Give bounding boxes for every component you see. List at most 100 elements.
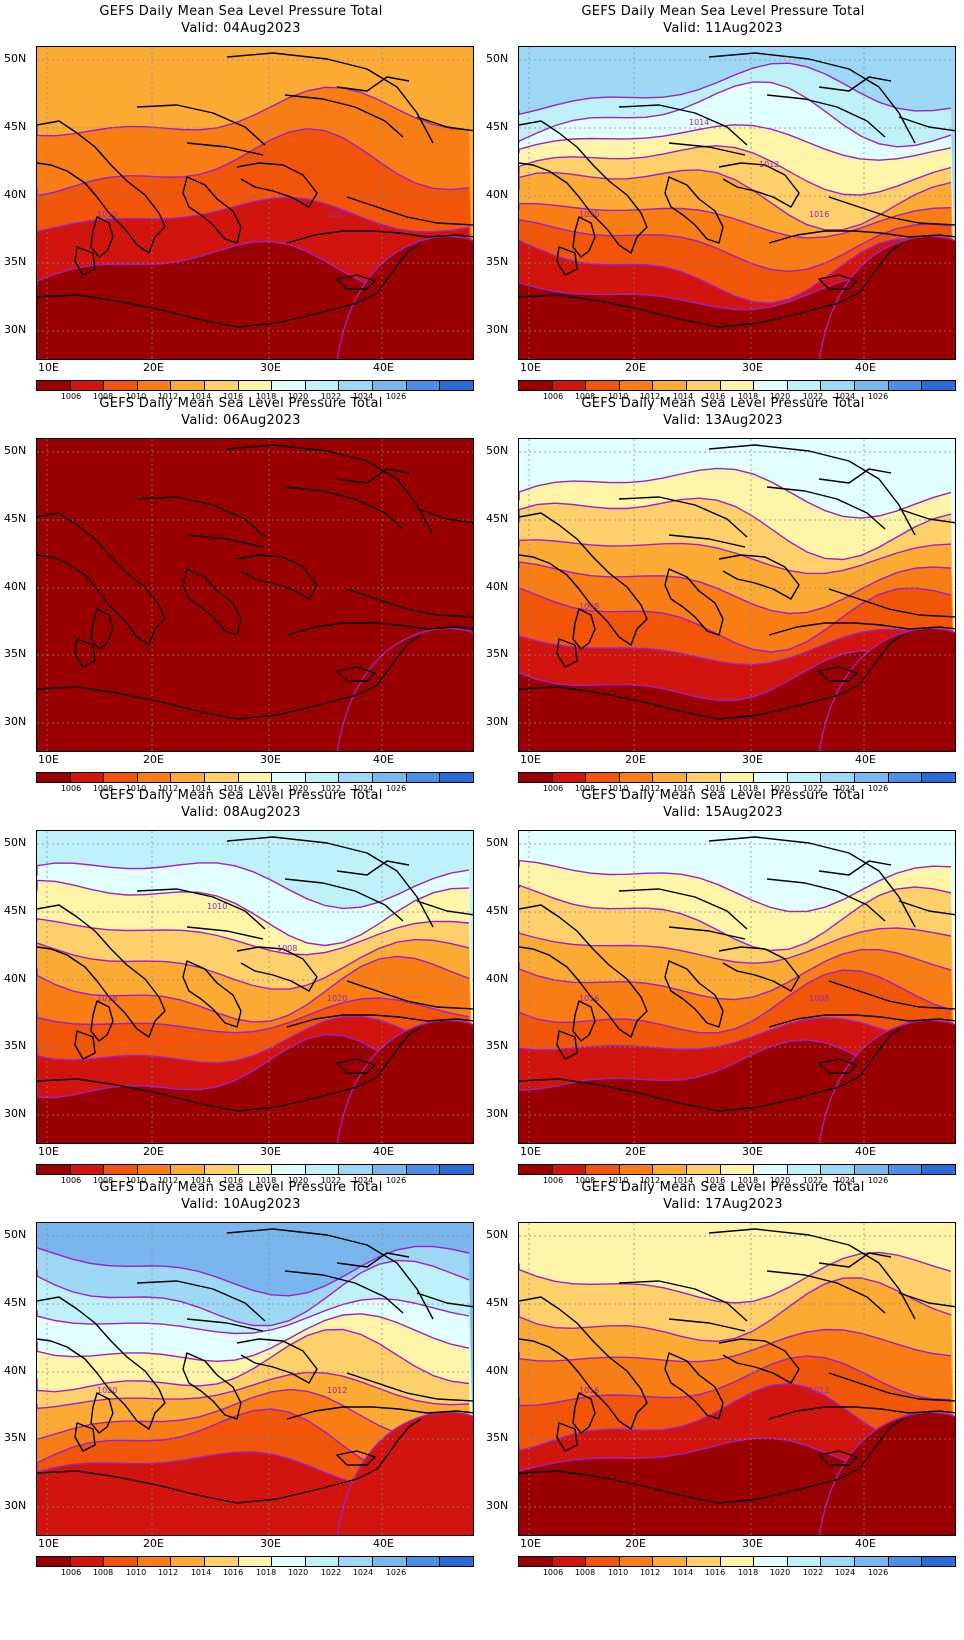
isobar-line bbox=[519, 1277, 952, 1343]
colorbar-swatch bbox=[754, 1165, 788, 1174]
latitude-label: 35N bbox=[486, 255, 509, 268]
isobar-line bbox=[37, 1015, 470, 1064]
panel-title: GEFS Daily Mean Sea Level Pressure Total bbox=[581, 4, 865, 19]
coastline bbox=[182, 176, 242, 244]
colorbar bbox=[518, 1164, 956, 1175]
coastline bbox=[37, 292, 378, 328]
coastline bbox=[336, 1058, 376, 1074]
isobar-line bbox=[37, 955, 470, 1023]
coastline bbox=[226, 1228, 434, 1320]
panel-valid-date: Valid: 04Aug2023 bbox=[181, 21, 301, 36]
map-frame: 1018 1020 1010 1008 bbox=[36, 830, 474, 1144]
colorbar-label: 1020 bbox=[769, 1176, 791, 1185]
colorbar-swatch bbox=[888, 1557, 923, 1566]
colorbar-swatch bbox=[305, 773, 340, 782]
coastline bbox=[376, 242, 422, 294]
colorbar-label: 1026 bbox=[385, 784, 407, 793]
longitude-label: 20E bbox=[625, 1145, 646, 1158]
colorbar-swatch bbox=[552, 1557, 587, 1566]
isobar-line bbox=[519, 539, 952, 575]
map-frame: 1020 1012 bbox=[36, 1222, 474, 1536]
isobar-line bbox=[519, 497, 952, 561]
coastline bbox=[416, 508, 473, 524]
colorbar-label: 1010 bbox=[125, 392, 147, 401]
colorbar-label: 1026 bbox=[385, 1176, 407, 1185]
latitude-label: 40N bbox=[486, 1364, 509, 1377]
colorbar-label: 1018 bbox=[255, 392, 277, 401]
latitude-label: 40N bbox=[4, 1364, 27, 1377]
colorbar-label: 1016 bbox=[222, 1176, 244, 1185]
colorbar-swatch bbox=[519, 1557, 553, 1566]
colorbar-label: 1022 bbox=[802, 392, 824, 401]
coastline bbox=[718, 162, 800, 208]
colorbar-swatch bbox=[619, 1557, 654, 1566]
coastline bbox=[828, 588, 955, 618]
colorbar-swatch bbox=[339, 1165, 374, 1174]
panel-valid-date: Valid: 11Aug2023 bbox=[663, 21, 783, 36]
isobar-line bbox=[519, 948, 952, 1001]
latitude-label: 35N bbox=[486, 1039, 509, 1052]
colorbar-label: 1010 bbox=[125, 1176, 147, 1185]
coastline bbox=[818, 274, 858, 290]
isobar-line bbox=[37, 1313, 470, 1363]
isobar-line bbox=[519, 467, 952, 519]
coastline bbox=[668, 534, 746, 548]
colorbar-label: 1024 bbox=[834, 392, 856, 401]
colorbar-label: 1006 bbox=[542, 784, 564, 793]
colorbar-swatch bbox=[137, 381, 172, 390]
colorbar-swatch bbox=[687, 1165, 721, 1174]
coastline bbox=[766, 878, 886, 922]
latitude-label: 40N bbox=[4, 580, 27, 593]
colorbar-swatch bbox=[440, 381, 473, 390]
longitude-label: 20E bbox=[625, 753, 646, 766]
coastline bbox=[346, 196, 473, 226]
coastline bbox=[768, 230, 955, 244]
low-pressure-core bbox=[336, 1411, 473, 1535]
isobar-line bbox=[519, 169, 952, 231]
low-pressure-core bbox=[336, 627, 473, 751]
coastline bbox=[74, 1030, 96, 1060]
coastline bbox=[572, 608, 596, 650]
colorbar-swatch bbox=[687, 1557, 721, 1566]
isobar-line bbox=[37, 1328, 470, 1393]
coastline bbox=[768, 1014, 955, 1028]
colorbar-label: 1012 bbox=[639, 1176, 661, 1185]
coastline bbox=[37, 120, 166, 254]
longitude-label: 10E bbox=[38, 1537, 59, 1550]
latitude-label: 30N bbox=[486, 1499, 509, 1512]
colorbar bbox=[518, 772, 956, 783]
coastline bbox=[519, 1468, 860, 1504]
colorbar-label: 1010 bbox=[607, 392, 629, 401]
colorbar-swatch bbox=[70, 381, 105, 390]
colorbar-swatch bbox=[406, 1165, 441, 1174]
colorbar-label: 1016 bbox=[222, 1568, 244, 1577]
colorbar-swatch bbox=[305, 1165, 340, 1174]
coastline bbox=[286, 1014, 473, 1028]
colorbar-label: 1026 bbox=[867, 392, 889, 401]
panel-title: GEFS Daily Mean Sea Level Pressure Total bbox=[99, 396, 383, 411]
coastline bbox=[90, 1392, 114, 1434]
colorbar-swatch bbox=[855, 1557, 889, 1566]
coastline bbox=[708, 52, 916, 144]
isobar-label: 1008 bbox=[277, 944, 297, 953]
colorbar-swatch bbox=[821, 1165, 856, 1174]
panel-valid-date: Valid: 08Aug2023 bbox=[181, 805, 301, 820]
latitude-label: 35N bbox=[4, 255, 27, 268]
colorbar-label: 1008 bbox=[92, 392, 114, 401]
isobar-label: 1012 bbox=[809, 1386, 829, 1395]
colorbar-swatch bbox=[137, 1165, 172, 1174]
latitude-label: 50N bbox=[486, 836, 509, 849]
coastline bbox=[284, 878, 404, 922]
coastline bbox=[898, 900, 955, 916]
panel-valid-date: Valid: 13Aug2023 bbox=[663, 413, 783, 428]
latitude-label: 50N bbox=[486, 444, 509, 457]
low-pressure-core bbox=[818, 235, 955, 359]
colorbar-swatch bbox=[37, 773, 71, 782]
isobar-label: 1012 bbox=[327, 1386, 347, 1395]
colorbar-swatch bbox=[519, 773, 553, 782]
colorbar-label: 1024 bbox=[352, 1568, 374, 1577]
colorbar-label: 1026 bbox=[867, 1176, 889, 1185]
coastline bbox=[37, 1468, 378, 1504]
colorbar bbox=[36, 380, 474, 391]
coastline bbox=[90, 1000, 114, 1042]
